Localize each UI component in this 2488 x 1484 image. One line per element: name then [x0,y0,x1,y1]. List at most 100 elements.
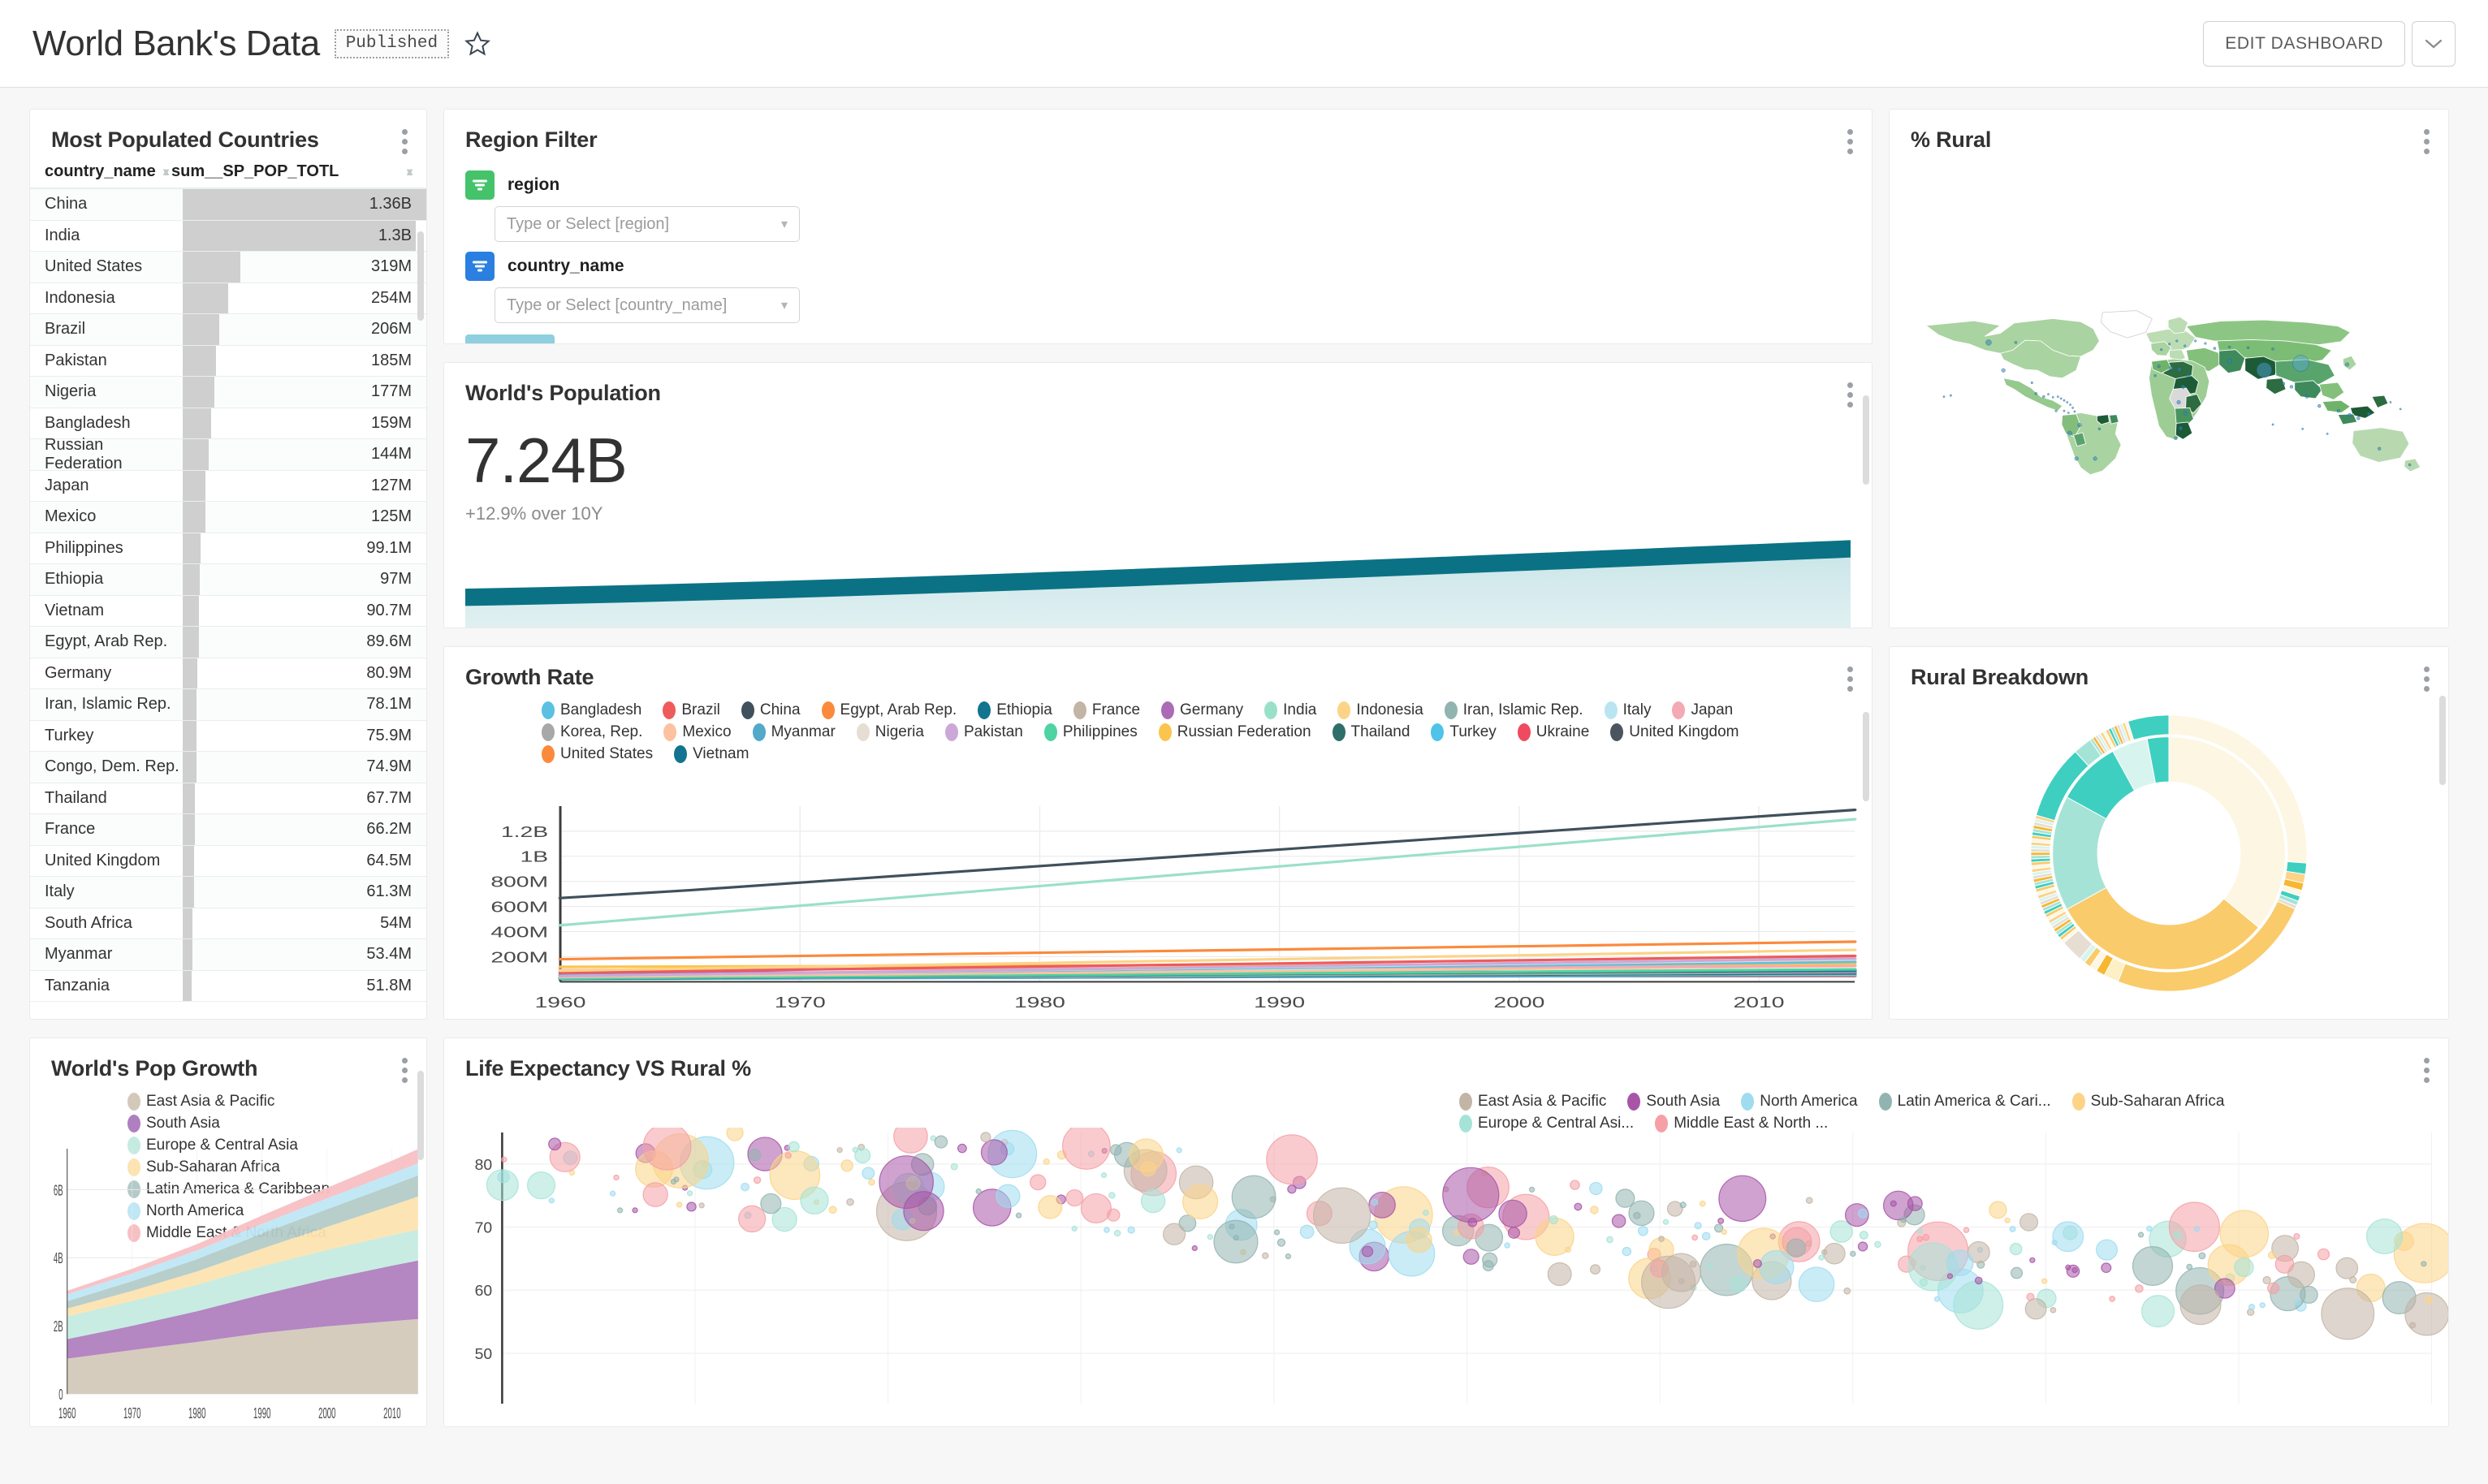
card-menu-icon[interactable] [2424,667,2430,692]
legend-item[interactable]: Vietnam [674,745,749,763]
legend-item[interactable]: Nigeria [856,723,924,741]
scatter-bubble [2421,1261,2427,1267]
region-select[interactable]: Type or Select [region] ▾ [495,206,800,242]
legend-item[interactable]: South Asia [1627,1093,1720,1111]
legend-item[interactable]: Iran, Islamic Rep. [1444,701,1583,719]
legend-item[interactable]: Philippines [1043,723,1138,741]
legend-item[interactable]: East Asia & Pacific [1459,1093,1606,1111]
legend-item[interactable]: North America [127,1202,244,1220]
card-menu-icon[interactable] [1847,382,1854,408]
life-expectancy-legend[interactable]: East Asia & Pacific South Asia North Ameri… [444,1086,2448,1132]
pop-growth-chart[interactable]: 0 2B 4B 6B 1960 1970 1980 1990 2000 2010 [30,1144,426,1426]
table-row[interactable]: United States 319M [30,252,426,283]
scatter-bubble [909,1218,916,1224]
table-row[interactable]: France 66.2M [30,814,426,846]
cell-population: 1.36B [369,195,412,214]
card-scrollbar[interactable] [2439,696,2446,785]
table-row[interactable]: Bangladesh 159M [30,408,426,439]
country-name-select[interactable]: Type or Select [country_name] ▾ [495,287,800,323]
table-row[interactable]: Russian Federation 144M [30,436,426,472]
table-row[interactable]: Germany 80.9M [30,658,426,689]
chevron-down-icon[interactable] [2412,20,2456,67]
table-row[interactable]: South Africa 54M [30,908,426,939]
legend-item[interactable]: North America [1741,1093,1858,1111]
table-body[interactable]: China 1.36B India 1.3B United States 319M Indo… [30,189,426,1019]
legend-item[interactable]: Egypt, Arab Rep. [821,701,957,719]
legend-item[interactable]: United Kingdom [1610,723,1739,741]
edit-dashboard-button[interactable]: EDIT DASHBOARD [2203,20,2405,67]
rural-breakdown-chart[interactable] [1890,688,2448,1019]
scatter-bubble [2011,1266,2024,1279]
legend-item[interactable]: Sub-Saharan Africa [2071,1093,2224,1111]
table-row[interactable]: United Kingdom 64.5M [30,845,426,877]
legend-item[interactable]: Europe & Central Asia [127,1137,298,1154]
table-row[interactable]: Myanmar 53.4M [30,939,426,971]
legend-item[interactable]: Sub-Saharan Africa [127,1158,280,1176]
table-row[interactable]: Philippines 99.1M [30,533,426,564]
table-row[interactable]: Nigeria 177M [30,377,426,408]
table-row[interactable]: Congo, Dem. Rep. 74.9M [30,752,426,783]
apply-button[interactable]: APPLY [465,334,555,343]
legend-item[interactable]: Thailand [1332,723,1410,741]
table-row[interactable]: Italy 61.3M [30,877,426,908]
legend-item[interactable]: India [1264,701,1316,719]
legend-item[interactable]: Ukraine [1517,723,1589,741]
growth-rate-legend[interactable]: Bangladesh Brazil China Egypt, Arab Rep. Eth… [444,695,1872,763]
table-row[interactable]: Japan 127M [30,470,426,502]
card-scrollbar[interactable] [417,1071,424,1160]
legend-item[interactable]: Korea, Rep. [542,723,642,741]
table-row[interactable]: India 1.3B [30,220,426,252]
world-map[interactable] [1907,160,2440,621]
table-row[interactable]: Thailand 67.7M [30,783,426,814]
legend-item[interactable]: Bangladesh [542,701,641,719]
legend-item[interactable]: South Asia [127,1115,220,1132]
card-menu-icon[interactable] [402,1058,408,1083]
card-scrollbar[interactable] [1863,395,1869,485]
legend-item[interactable]: Italy [1604,701,1651,719]
legend-item[interactable]: Mexico [663,723,732,741]
table-row[interactable]: Indonesia 254M [30,283,426,314]
cell-country-name: South Africa [45,913,132,932]
legend-item[interactable]: Latin America & Cari... [1878,1093,2051,1111]
table-row[interactable]: Iran, Islamic Rep. 78.1M [30,689,426,721]
card-menu-icon[interactable] [402,129,408,154]
growth-rate-chart[interactable]: 200M 400M 600M 800M 1B 1.2B 1960 1970 1980 1990 20… [444,801,1872,1019]
column-header-sum-sp-pop-totl[interactable]: sum__SP_POP_TOTL ▲ ▼ [171,162,415,180]
legend-item[interactable]: East Asia & Pacific [127,1093,274,1111]
legend-item[interactable]: Germany [1161,701,1243,719]
card-menu-icon[interactable] [1847,667,1854,692]
table-row[interactable]: Mexico 125M [30,502,426,533]
table-row[interactable]: China 1.36B [30,189,426,221]
legend-item[interactable]: Brazil [663,701,720,719]
legend-item[interactable]: Middle East & North ... [1655,1115,1828,1132]
scatter-bubble [609,1190,616,1197]
card-menu-icon[interactable] [1847,129,1854,154]
legend-item[interactable]: Indonesia [1337,701,1423,719]
legend-item[interactable]: Russian Federation [1158,723,1311,741]
cell-country-name: Philippines [45,538,123,557]
table-row[interactable]: Pakistan 185M [30,345,426,377]
table-row[interactable]: Brazil 206M [30,314,426,346]
legend-item[interactable]: China [741,701,801,719]
table-row[interactable]: Ethiopia 97M [30,564,426,596]
table-scrollbar[interactable] [417,231,424,321]
table-row[interactable]: Egypt, Arab Rep. 89.6M [30,627,426,658]
legend-item[interactable]: France [1073,701,1140,719]
status-badge[interactable]: Published [334,28,450,58]
legend-item[interactable]: Turkey [1431,723,1497,741]
card-menu-icon[interactable] [2424,1058,2430,1083]
legend-item[interactable]: Ethiopia [978,701,1052,719]
column-header-country-name[interactable]: country_name ▲ ▼ [45,162,171,180]
card-scrollbar[interactable] [1863,712,1869,801]
card-menu-icon[interactable] [2424,129,2430,154]
legend-item[interactable]: Japan [1672,701,1733,719]
legend-item[interactable]: Pakistan [944,723,1023,741]
legend-item[interactable]: Europe & Central Asi... [1459,1115,1634,1132]
legend-item[interactable]: Myanmar [752,723,836,741]
star-icon[interactable] [464,30,491,58]
table-row[interactable]: Turkey 75.9M [30,720,426,752]
table-row[interactable]: Tanzania 51.8M [30,970,426,1002]
legend-item[interactable]: United States [542,745,653,763]
life-expectancy-chart[interactable]: 50 60 70 80 [444,1128,2448,1426]
table-row[interactable]: Vietnam 90.7M [30,595,426,627]
